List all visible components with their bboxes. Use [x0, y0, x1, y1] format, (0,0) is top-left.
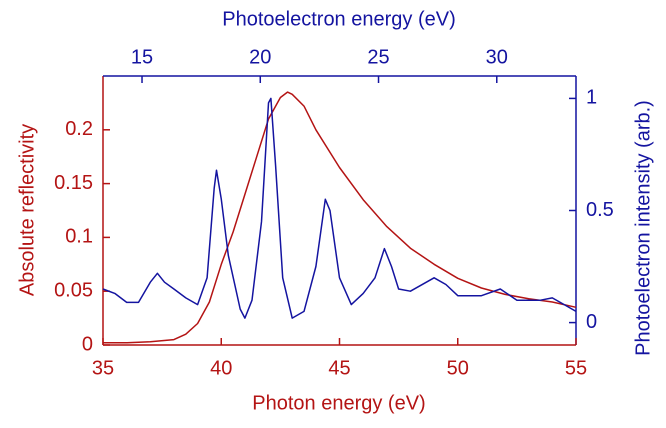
y2-axis-label: Photoelectron intensity (arb.): [632, 100, 654, 356]
y-tick-label: 0.1: [65, 226, 93, 248]
x-tick-label: 35: [92, 357, 114, 379]
y-tick-label: 0.15: [54, 172, 93, 194]
data-line: [103, 91, 577, 344]
x2-tick-label: 15: [131, 46, 153, 68]
x-tick-label: 40: [210, 357, 232, 379]
y-tick-label: 0.2: [65, 118, 93, 140]
y-tick-label: 0: [82, 333, 93, 355]
x2-axis-label: Photoelectron energy (eV): [222, 8, 455, 30]
x-axis-label: Photon energy (eV): [252, 392, 425, 414]
y2-tick-label: 1: [586, 87, 597, 109]
data-line: [102, 97, 577, 319]
x2-tick-label: 25: [367, 46, 389, 68]
y-axis-label: Absolute reflectivity: [16, 124, 38, 296]
x-tick-label: 45: [328, 357, 350, 379]
y-tick-label: 0.05: [54, 279, 93, 301]
y2-tick-label: 0.5: [586, 199, 614, 221]
x-tick-label: 50: [447, 357, 469, 379]
x-tick-label: 55: [565, 357, 587, 379]
x2-tick-label: 20: [249, 46, 271, 68]
x2-tick-label: 30: [486, 46, 508, 68]
y2-tick-label: 0: [586, 311, 597, 333]
